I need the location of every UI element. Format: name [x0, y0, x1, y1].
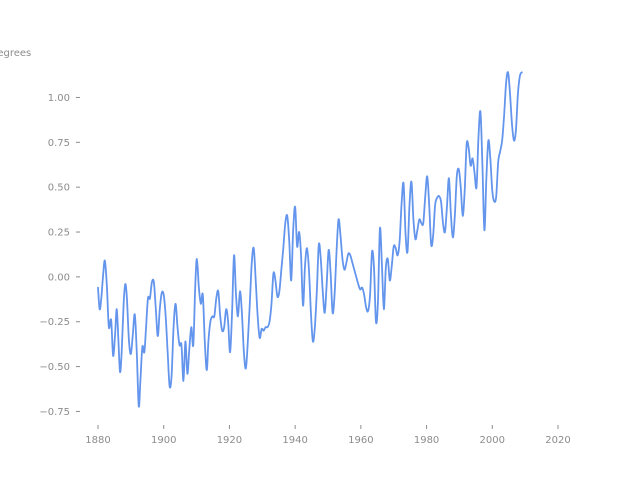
- x-tick-label: 2000: [480, 435, 505, 446]
- y-axis: −0.75 −0.50 −0.25 0.00 0.25 0.50 0.75 1.00: [39, 93, 80, 418]
- x-tick-label: 2020: [545, 435, 570, 446]
- y-tick-label: 0.00: [48, 272, 70, 283]
- y-tick-label: 1.00: [48, 93, 70, 104]
- x-tick-label: 1900: [151, 435, 176, 446]
- y-tick-label: 0.25: [48, 228, 70, 239]
- x-tick-label: 1980: [414, 435, 439, 446]
- x-axis: 1880 1900 1920 1940 1960 1980 2000 2020: [85, 425, 571, 446]
- x-tick-label: 1960: [348, 435, 373, 446]
- y-tick-label: −0.50: [39, 362, 70, 373]
- y-tick-label: −0.75: [39, 407, 70, 418]
- series-line: [97, 71, 523, 408]
- x-tick-label: 1940: [282, 435, 307, 446]
- y-axis-label: degrees: [0, 48, 31, 59]
- y-tick-label: 0.75: [48, 138, 70, 149]
- x-tick-label: 1880: [85, 435, 110, 446]
- y-tick-label: 0.50: [48, 183, 70, 194]
- y-tick-label: −0.25: [39, 317, 70, 328]
- x-tick-label: 1920: [217, 435, 242, 446]
